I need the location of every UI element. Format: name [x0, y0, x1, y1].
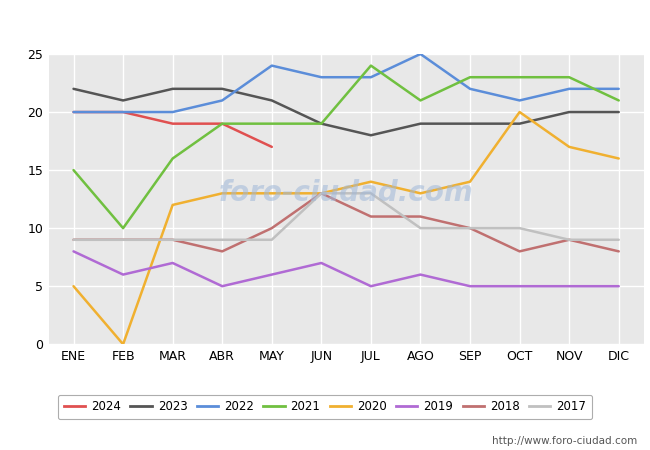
Text: http://www.foro-ciudad.com: http://www.foro-ciudad.com [492, 436, 637, 446]
Legend: 2024, 2023, 2022, 2021, 2020, 2019, 2018, 2017: 2024, 2023, 2022, 2021, 2020, 2019, 2018… [58, 395, 592, 419]
Text: Afiliados en Valtorres a 31/5/2024: Afiliados en Valtorres a 31/5/2024 [185, 14, 465, 33]
Text: foro-ciudad.com: foro-ciudad.com [219, 179, 473, 207]
